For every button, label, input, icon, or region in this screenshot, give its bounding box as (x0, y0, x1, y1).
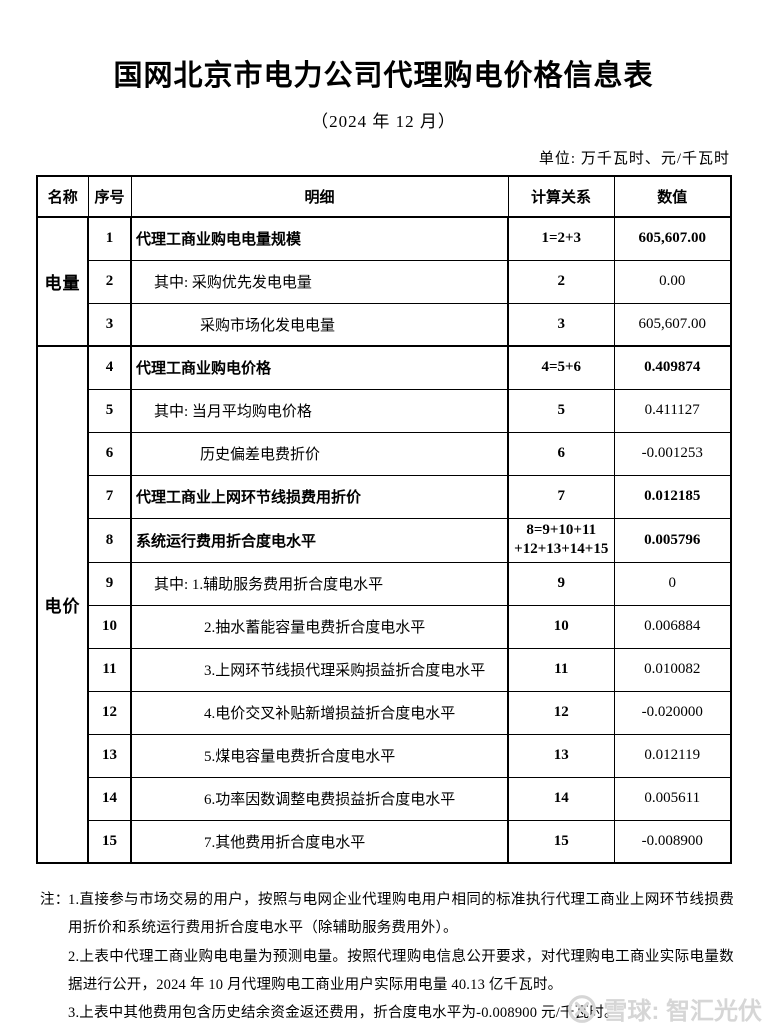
cell-relation: 12 (507, 690, 615, 735)
watermark-text: 雪球: 智汇光伏 (603, 998, 762, 1025)
cell-index: 3 (87, 302, 132, 347)
cell-relation: 15 (507, 819, 615, 864)
cell-value: -0.001253 (613, 431, 732, 476)
col-header-name: 名称 (36, 175, 89, 218)
cell-detail: 其中: 1.辅助服务费用折合度电水平 (130, 561, 509, 606)
cell-value: -0.008900 (613, 819, 732, 864)
cell-detail: 代理工商业购电电量规模 (130, 216, 509, 261)
cell-value: 0.409874 (613, 345, 732, 390)
cell-value: 0.012119 (613, 733, 732, 778)
cell-relation: 3 (507, 302, 615, 347)
cell-index: 12 (87, 690, 132, 735)
cell-index: 1 (87, 216, 132, 261)
table-row: 12 4.电价交叉补贴新增损益折合度电水平 12 -0.020000 (37, 690, 732, 735)
cell-value: 0.00 (613, 259, 732, 304)
page-subtitle: （2024 年 12 月） (311, 112, 456, 131)
cell-value: -0.020000 (613, 690, 732, 735)
cell-index: 11 (87, 647, 132, 692)
cell-value: 0.012185 (613, 474, 732, 519)
cell-detail: 6.功率因数调整电费损益折合度电水平 (130, 776, 509, 821)
page-title: 国网北京市电力公司代理购电价格信息表 (113, 60, 654, 92)
cell-detail: 历史偏差电费折价 (130, 431, 509, 476)
col-header-relation: 计算关系 (507, 175, 615, 218)
cell-value: 0.411127 (613, 388, 732, 433)
table-row: 3 采购市场化发电电量 3 605,607.00 (37, 302, 732, 347)
cell-index: 8 (87, 517, 132, 563)
cell-value: 0.005611 (613, 776, 732, 821)
cell-detail: 5.煤电容量电费折合度电水平 (130, 733, 509, 778)
col-header-value: 数值 (613, 175, 732, 218)
cell-value: 605,607.00 (613, 216, 732, 261)
cell-relation: 4=5+6 (507, 345, 615, 390)
cell-detail: 2.抽水蓄能容量电费折合度电水平 (130, 604, 509, 649)
cell-value: 0.005796 (613, 517, 732, 563)
cell-index: 6 (87, 431, 132, 476)
cell-relation: 5 (507, 388, 615, 433)
note-item: 3.上表中其他费用包含历史结余资金返还费用，折合度电水平为-0.008900 元… (68, 1005, 619, 1022)
cell-relation: 7 (507, 474, 615, 519)
table-row: 15 7.其他费用折合度电水平 15 -0.008900 (37, 819, 732, 864)
cell-relation: 14 (507, 776, 615, 821)
cell-relation: 10 (507, 604, 615, 649)
cell-detail: 3.上网环节线损代理采购损益折合度电水平 (130, 647, 509, 692)
note-item: 2.上表中代理工商业购电电量为预测电量。按照代理购电信息公开要求，对代理购电工商… (68, 948, 734, 993)
cell-detail: 其中: 采购优先发电电量 (130, 259, 509, 304)
table-row: 14 6.功率因数调整电费损益折合度电水平 14 0.005611 (37, 776, 732, 821)
cell-index: 10 (87, 604, 132, 649)
cell-index: 5 (87, 388, 132, 433)
cell-detail: 7.其他费用折合度电水平 (130, 819, 509, 864)
xueqiu-logo-icon (567, 994, 597, 1024)
cell-detail: 系统运行费用折合度电水平 (130, 517, 509, 563)
col-header-detail: 明细 (130, 175, 509, 218)
notes-label: 注： (40, 892, 70, 908)
table-row: 8 系统运行费用折合度电水平 8=9+10+11 +12+13+14+15 0.0057… (37, 517, 732, 563)
col-header-index: 序号 (87, 175, 132, 218)
group-label: 电价 (36, 345, 89, 864)
table-row: 电价 4 代理工商业购电价格 4=5+6 0.409874 (36, 345, 732, 864)
table-row: 2 其中: 采购优先发电电量 2 0.00 (37, 259, 732, 304)
watermark: 雪球: 智汇光伏 (567, 991, 762, 1026)
cell-relation: 2 (507, 259, 615, 304)
table-row: 7 代理工商业上网环节线损费用折价 7 0.012185 (37, 474, 732, 519)
cell-index: 14 (87, 776, 132, 821)
table-row: 13 5.煤电容量电费折合度电水平 13 0.012119 (37, 733, 732, 778)
cell-relation: 13 (507, 733, 615, 778)
cell-relation: 6 (507, 431, 615, 476)
cell-relation: 11 (507, 647, 615, 692)
cell-value: 0 (613, 561, 732, 606)
cell-index: 4 (87, 345, 132, 390)
header-row: 名称 序号 明细 计算关系 数值 (36, 175, 732, 218)
cell-index: 13 (87, 733, 132, 778)
cell-index: 7 (87, 474, 132, 519)
cell-relation: 1=2+3 (507, 216, 615, 261)
table-row: 10 2.抽水蓄能容量电费折合度电水平 10 0.006884 (37, 604, 732, 649)
table-row: 电量 1 代理工商业购电电量规模 1=2+3 605,607.00 (36, 216, 732, 347)
notes-section: 注： 1.直接参与市场交易的用户，按照与电网企业代理购电用户相同的标准执行代理工… (40, 886, 734, 1027)
cell-detail: 其中: 当月平均购电价格 (130, 388, 509, 433)
cell-relation: 8=9+10+11 +12+13+14+15 (507, 517, 615, 563)
cell-value: 0.010082 (613, 647, 732, 692)
cell-detail: 采购市场化发电电量 (130, 302, 509, 347)
cell-index: 2 (87, 259, 132, 304)
cell-index: 15 (87, 819, 132, 864)
price-info-table: 名称 序号 明细 计算关系 数值 电量 1 代理工商业购电电量规模 1=2+3 605,… (36, 175, 732, 864)
cell-detail: 4.电价交叉补贴新增损益折合度电水平 (130, 690, 509, 735)
table-row: 9 其中: 1.辅助服务费用折合度电水平 9 0 (37, 561, 732, 606)
table-row: 6 历史偏差电费折价 6 -0.001253 (37, 431, 732, 476)
table-row: 5 其中: 当月平均购电价格 5 0.411127 (37, 388, 732, 433)
cell-detail: 代理工商业购电价格 (130, 345, 509, 390)
cell-value: 0.006884 (613, 604, 732, 649)
cell-relation: 9 (507, 561, 615, 606)
unit-note: 单位: 万千瓦时、元/千瓦时 (538, 151, 730, 167)
note-item: 1.直接参与市场交易的用户，按照与电网企业代理购电用户相同的标准执行代理工商业上… (68, 892, 734, 937)
group-label: 电量 (36, 216, 89, 347)
table-row: 11 3.上网环节线损代理采购损益折合度电水平 11 0.010082 (37, 647, 732, 692)
cell-detail: 代理工商业上网环节线损费用折价 (130, 474, 509, 519)
cell-index: 9 (87, 561, 132, 606)
cell-value: 605,607.00 (613, 302, 732, 347)
